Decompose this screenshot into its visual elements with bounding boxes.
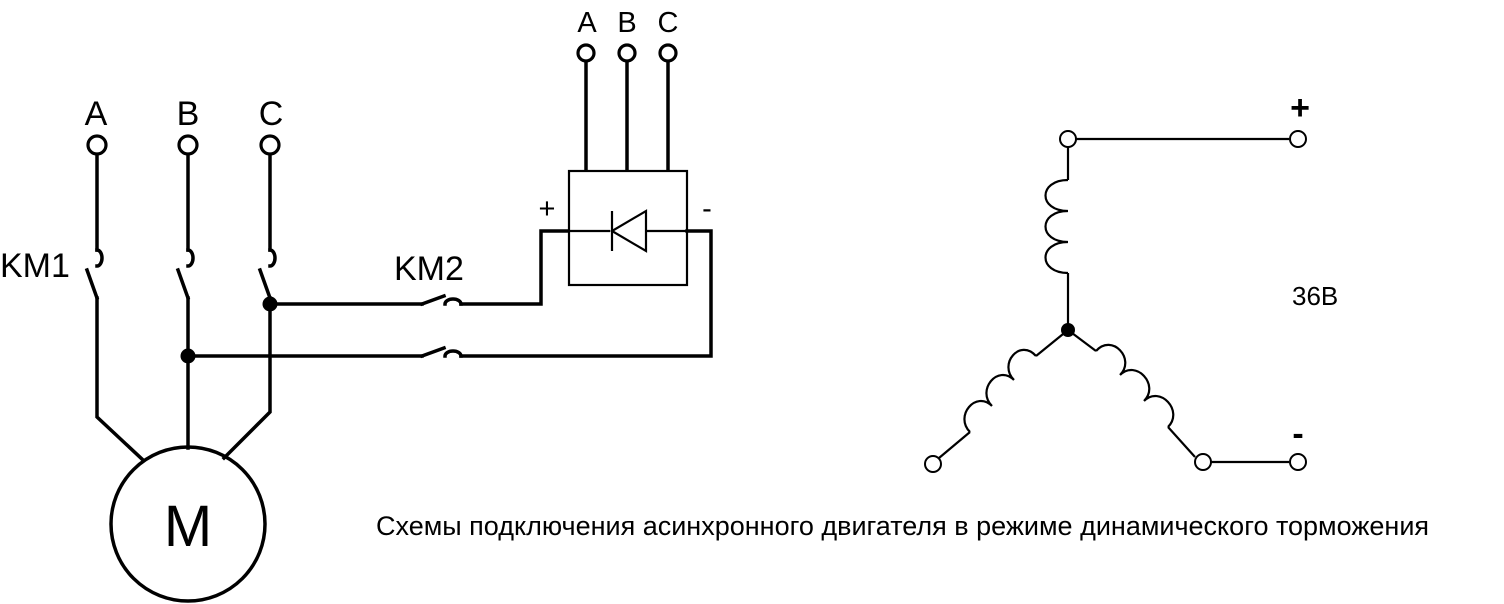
km1-label: KM1 — [0, 247, 70, 285]
km1-contact-hook-b — [186, 248, 195, 268]
plus-label: + — [1290, 89, 1310, 127]
rectifier-plus-label: + — [539, 193, 556, 225]
km1-blade-b — [175, 267, 191, 301]
terminal-a — [86, 134, 108, 156]
star-neutral-dot — [1061, 323, 1075, 337]
km2-upper-hook — [443, 297, 463, 306]
star-winding: + - 36В — [924, 89, 1338, 473]
winding-terminal-left — [924, 455, 942, 473]
winding-right-coil — [1095, 343, 1175, 428]
km1-blade-a — [84, 267, 100, 301]
winding-terminal-right — [1194, 453, 1212, 471]
km2-upper-wire-right — [459, 229, 570, 306]
rectifier-block: A B C + - — [539, 7, 712, 287]
km1-contact-hook-c — [268, 248, 277, 268]
minus-label: - — [1292, 415, 1303, 453]
lead-c-lower — [221, 296, 272, 461]
rectifier-terminal-b — [617, 43, 637, 63]
rectifier-phase-label-c: C — [658, 7, 679, 39]
minus-terminal — [1289, 453, 1307, 471]
terminal-b — [177, 134, 199, 156]
km1-contact-hook-a — [95, 248, 104, 268]
rectifier-phase-label-a: A — [577, 7, 597, 39]
phase-label-c: C — [259, 95, 284, 133]
motor-circuit: A B C KM1 M — [0, 95, 284, 603]
rectifier-terminal-a — [576, 43, 596, 63]
km2-lower-blade — [419, 345, 447, 359]
km2-lower-wire-right — [459, 229, 713, 358]
phase-label-a: A — [85, 95, 108, 133]
km2-label: KM2 — [394, 250, 464, 288]
terminal-c — [259, 134, 281, 156]
lead-a-lower — [95, 296, 146, 463]
voltage-label: 36В — [1292, 281, 1338, 311]
motor-circle — [109, 445, 267, 603]
motor-label: M — [164, 494, 212, 559]
km2-upper-blade — [419, 293, 447, 307]
km2-wiring: KM2 — [186, 229, 713, 359]
winding-top-coil — [1044, 178, 1069, 275]
winding-right-lead-outer — [1167, 426, 1196, 458]
diode-triangle — [609, 209, 648, 253]
rectifier-terminal-c — [658, 43, 678, 63]
rectifier-box — [567, 169, 689, 287]
km2-lower-hook — [443, 349, 463, 358]
diagram-caption: Схемы подключения асинхронного двигателя… — [376, 511, 1430, 541]
winding-left-coil — [963, 348, 1037, 433]
plus-terminal — [1289, 130, 1307, 148]
phase-label-b: B — [177, 95, 200, 133]
winding-terminal-top — [1059, 130, 1077, 148]
rectifier-phase-label-b: B — [617, 7, 636, 39]
km1-blade-c — [257, 267, 273, 301]
rectifier-minus-label: - — [702, 193, 712, 225]
winding-left-lead-outer — [938, 431, 971, 459]
